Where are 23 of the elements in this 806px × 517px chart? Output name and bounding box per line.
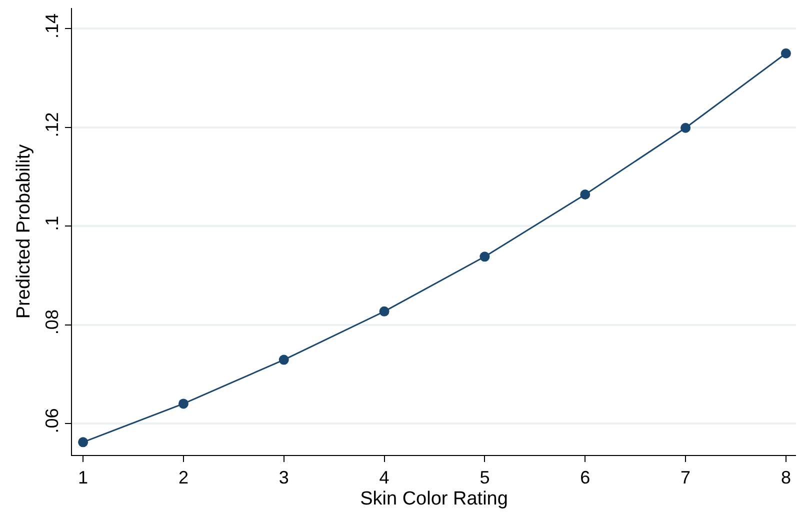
x-tick-label: 6 — [580, 468, 590, 488]
x-tick-label: 7 — [680, 468, 691, 488]
point — [278, 354, 289, 365]
y-tick-label: .12 — [42, 112, 62, 138]
y-tick-label: .06 — [42, 408, 62, 434]
y-axis-title: Predicted Probability — [14, 144, 35, 319]
y-tick-label: .1 — [42, 216, 62, 231]
point — [580, 190, 590, 200]
x-tick-label: 2 — [178, 468, 188, 488]
point — [78, 437, 88, 448]
x-tick-label: 1 — [78, 468, 88, 488]
x-axis-title: Skin Color Rating — [360, 488, 508, 510]
x-tick-label: 8 — [780, 468, 791, 488]
x-tick-label: 4 — [379, 468, 390, 488]
point — [680, 122, 691, 133]
point — [379, 306, 390, 316]
x-tick-label: 5 — [480, 468, 490, 488]
point — [780, 48, 791, 58]
y-tick-label: .14 — [42, 14, 62, 39]
point — [480, 252, 490, 262]
x-tick-label: 3 — [278, 468, 289, 488]
point — [178, 398, 188, 409]
y-tick-label: .08 — [42, 310, 62, 335]
